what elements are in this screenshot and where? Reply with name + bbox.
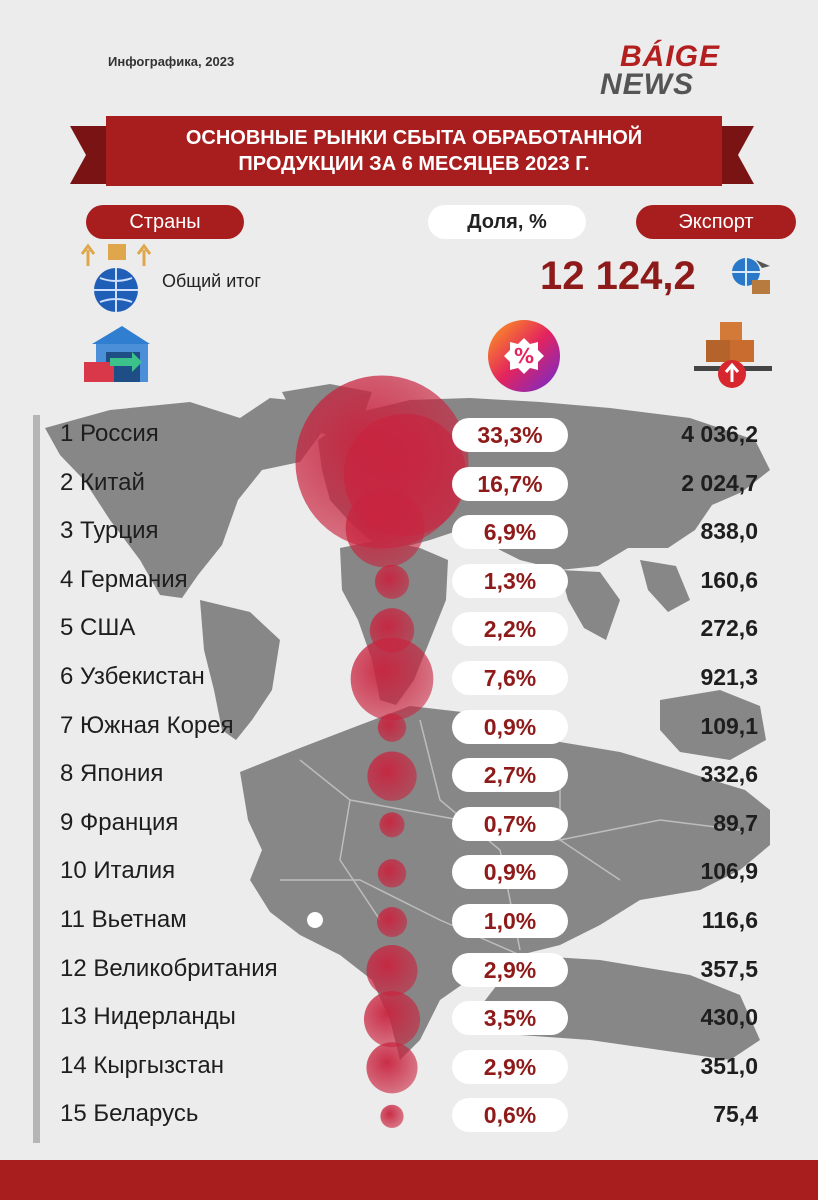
country-name: 5 США [60, 614, 136, 642]
share-header: Доля, % [428, 205, 586, 239]
share-value: 1,3% [452, 563, 568, 598]
share-value: 3,5% [452, 1001, 568, 1036]
export-value: 838,0 [700, 518, 758, 545]
country-name: 8 Япония [60, 760, 164, 788]
export-value: 332,6 [700, 761, 758, 788]
share-bubble [377, 713, 407, 742]
share-value: 7,6% [452, 661, 568, 695]
share-bubble [366, 945, 418, 997]
country-name: 14 Кыргызстан [60, 1051, 225, 1079]
title-line-1: ОСНОВНЫЕ РЫНКИ СБЫТА ОБРАБОТАННОЙ [185, 127, 643, 149]
country-name: 11 Вьетнам [60, 906, 187, 933]
share-bubble [374, 564, 410, 599]
logo-bottom-text: NEWS [600, 68, 694, 101]
share-bubble [377, 859, 407, 888]
logo-top-text: BÁIGE [620, 40, 721, 73]
share-value: 2,9% [452, 1049, 568, 1084]
export-value: 357,5 [700, 955, 758, 982]
share-bubble [377, 907, 407, 937]
page-title: ОСНОВНЫЕ РЫНКИ СБЫТА ОБРАБОТАННОЙ ПРОДУК… [106, 116, 722, 186]
warehouse-icon [84, 326, 150, 382]
share-bubble [363, 991, 421, 1048]
share-value: 0,9% [452, 709, 568, 744]
share-bubble [366, 1042, 418, 1094]
share-value: 33,3% [452, 418, 568, 452]
country-name: 4 Германия [60, 565, 188, 593]
share-value: 6,9% [452, 515, 568, 550]
svg-text:%: % [514, 344, 534, 368]
share-value: 2,7% [452, 758, 568, 793]
list-side-bar [33, 415, 40, 1143]
country-name: 12 Великобритания [60, 954, 278, 982]
country-name: 13 Нидерланды [60, 1003, 236, 1031]
export-header: Экспорт [636, 205, 796, 239]
country-name: 7 Южная Корея [60, 711, 234, 739]
share-bubble [367, 751, 417, 801]
globe-export-icon [80, 243, 152, 312]
total-label: Общий итог [162, 271, 261, 291]
footer-bar [0, 1160, 818, 1200]
share-value: 0,6% [452, 1098, 568, 1133]
export-value: 116,6 [701, 907, 758, 933]
share-value: 1,0% [452, 904, 568, 938]
infographic-year-label: Инфографика, 2023 [108, 54, 235, 69]
title-line-2: ПРОДУКЦИИ ЗА 6 МЕСЯЦЕВ 2023 Г. [238, 153, 590, 175]
country-name: 1 Россия [60, 420, 159, 447]
country-name: 2 Китай [60, 468, 145, 496]
share-value: 0,7% [452, 806, 568, 841]
share-value: 16,7% [452, 466, 568, 501]
country-name: 3 Турция [60, 517, 159, 545]
share-bubble [350, 637, 434, 721]
country-name: 15 Беларусь [60, 1100, 199, 1128]
cargo-up-icon [694, 322, 772, 388]
export-value: 272,6 [700, 615, 758, 642]
country-name: 6 Узбекистан [60, 663, 205, 690]
export-value: 2 024,7 [681, 469, 758, 496]
share-value: 0,9% [452, 855, 568, 890]
export-value: 89,7 [713, 809, 758, 836]
export-value: 75,4 [713, 1101, 758, 1128]
export-value: 109,1 [700, 712, 758, 739]
share-bubble [380, 1104, 404, 1129]
percent-badge-icon: % [488, 320, 560, 392]
global-logistics-icon [732, 258, 770, 294]
export-value: 4 036,2 [681, 421, 758, 447]
export-value: 160,6 [700, 566, 758, 593]
country-name: 9 Франция [60, 808, 179, 836]
export-value: 106,9 [700, 858, 758, 885]
total-value: 12 124,2 [540, 254, 696, 298]
share-value: 2,9% [452, 952, 568, 987]
share-bubble [345, 488, 425, 568]
export-value: 921,3 [700, 664, 758, 690]
share-bubble [379, 812, 405, 838]
export-value: 430,0 [700, 1004, 758, 1031]
country-name: 10 Италия [60, 857, 176, 885]
export-value: 351,0 [700, 1052, 758, 1079]
countries-header: Страны [86, 205, 244, 239]
share-value: 2,2% [452, 612, 568, 647]
